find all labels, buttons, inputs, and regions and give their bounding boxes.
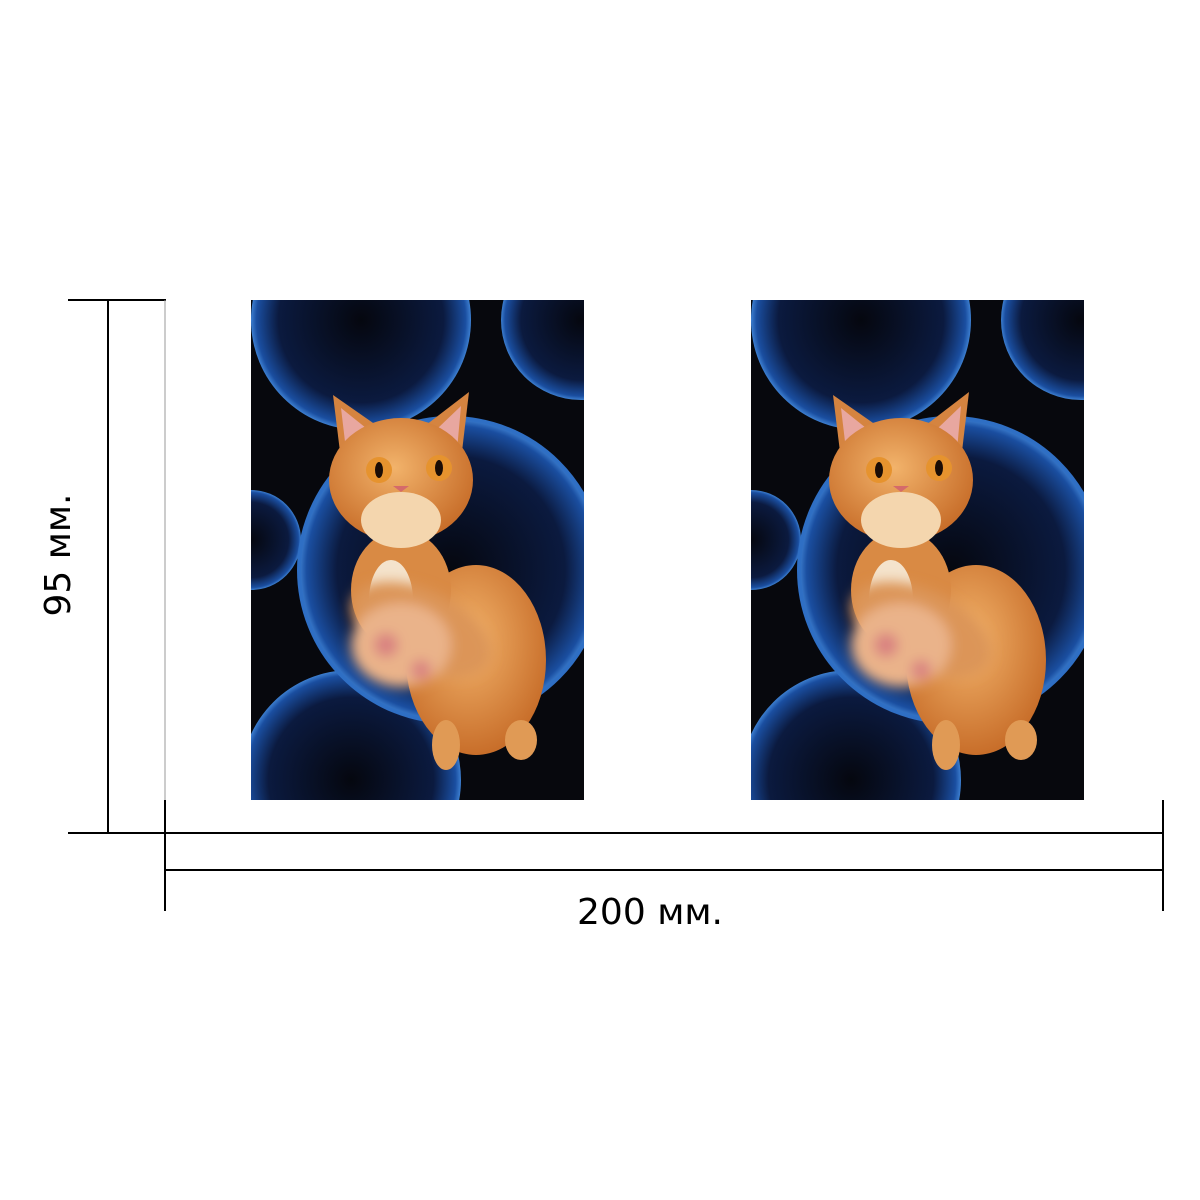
width-dimension <box>164 800 1164 911</box>
height-label: 95 мм. <box>38 493 79 616</box>
height-dimension <box>68 299 166 834</box>
photo-right <box>701 210 1161 890</box>
photo-left <box>201 210 661 890</box>
width-label: 200 мм. <box>577 892 723 933</box>
